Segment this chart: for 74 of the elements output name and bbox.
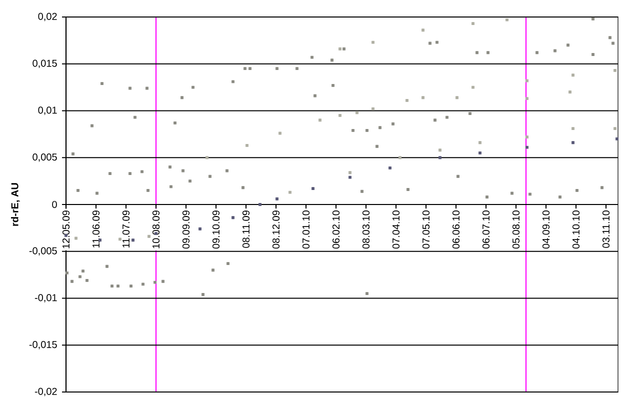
point (206, 156, 208, 160)
x-tick-label: 06.06.10 (452, 210, 460, 249)
point (614, 127, 616, 130)
y-tick-label: 0 (52, 200, 57, 208)
point (614, 68, 616, 72)
x-tick-label: 07.01.10 (302, 210, 310, 249)
y-tick-label: -0,01 (34, 294, 57, 302)
point (472, 22, 474, 26)
x-tick-label: 09.10.09 (212, 210, 220, 249)
point (258, 203, 262, 206)
point (572, 141, 574, 144)
point (278, 132, 282, 135)
point (388, 166, 392, 170)
x-tick-label: 04.09.10 (542, 210, 550, 249)
y-tick-label: 0,005 (32, 153, 57, 162)
y-tick-label: -0,02 (34, 388, 57, 396)
point (526, 136, 528, 138)
x-tick-label: 05.08.10 (512, 210, 520, 249)
y-tick-label: -0,015 (29, 340, 57, 350)
x-tick-label: 08.03.10 (362, 210, 370, 249)
point (312, 187, 314, 190)
point (438, 148, 442, 152)
x-tick-label: 06.07.10 (482, 210, 490, 249)
point (526, 146, 528, 149)
point (526, 97, 528, 100)
point (318, 118, 322, 122)
y-tick-label: 0,01 (38, 106, 57, 115)
x-tick-label: 07.05.10 (422, 210, 430, 249)
point (148, 234, 150, 238)
point (74, 236, 78, 240)
y-tick-label: 0,02 (38, 12, 57, 22)
point (616, 137, 618, 140)
point (572, 74, 574, 77)
point (398, 156, 402, 160)
point (276, 197, 278, 200)
point (348, 171, 352, 174)
point (288, 190, 292, 194)
x-tick-label: 06.02.10 (332, 210, 340, 249)
x-tick-label: 03.11.10 (602, 210, 610, 248)
x-tick-label: 09.09.09 (182, 210, 190, 249)
point (572, 127, 574, 130)
point (338, 114, 342, 117)
point (478, 151, 482, 154)
point (526, 79, 528, 82)
point (422, 96, 424, 100)
x-tick-label: 11.06.09 (92, 210, 100, 248)
point (472, 86, 474, 89)
x-tick-label: 11.07.09 (122, 210, 130, 248)
y-tick-label: 0,015 (32, 60, 57, 68)
point (232, 216, 234, 220)
point (438, 156, 442, 160)
point (132, 238, 134, 242)
point (422, 28, 424, 32)
point (506, 18, 508, 22)
point (478, 141, 482, 144)
point (406, 98, 408, 102)
x-tick-label: 04.10.10 (572, 210, 580, 249)
point (338, 47, 342, 50)
point (348, 176, 352, 179)
x-tick-label: 08.12.09 (272, 210, 280, 249)
x-tick-label: 08.11.09 (242, 210, 250, 248)
point (246, 144, 248, 147)
point (356, 111, 358, 114)
point (372, 107, 374, 110)
point (372, 40, 374, 44)
x-tick-label: 07.04.10 (392, 210, 400, 249)
x-tick-label: 10.08.09 (152, 210, 160, 248)
point (456, 96, 458, 100)
point (198, 227, 202, 230)
point (118, 238, 122, 241)
y-tick-label: -0,005 (29, 247, 57, 256)
y-axis-title: rd-rE, AU (11, 183, 20, 226)
point (568, 90, 572, 94)
x-tick-label: 12.05.09 (62, 210, 70, 248)
